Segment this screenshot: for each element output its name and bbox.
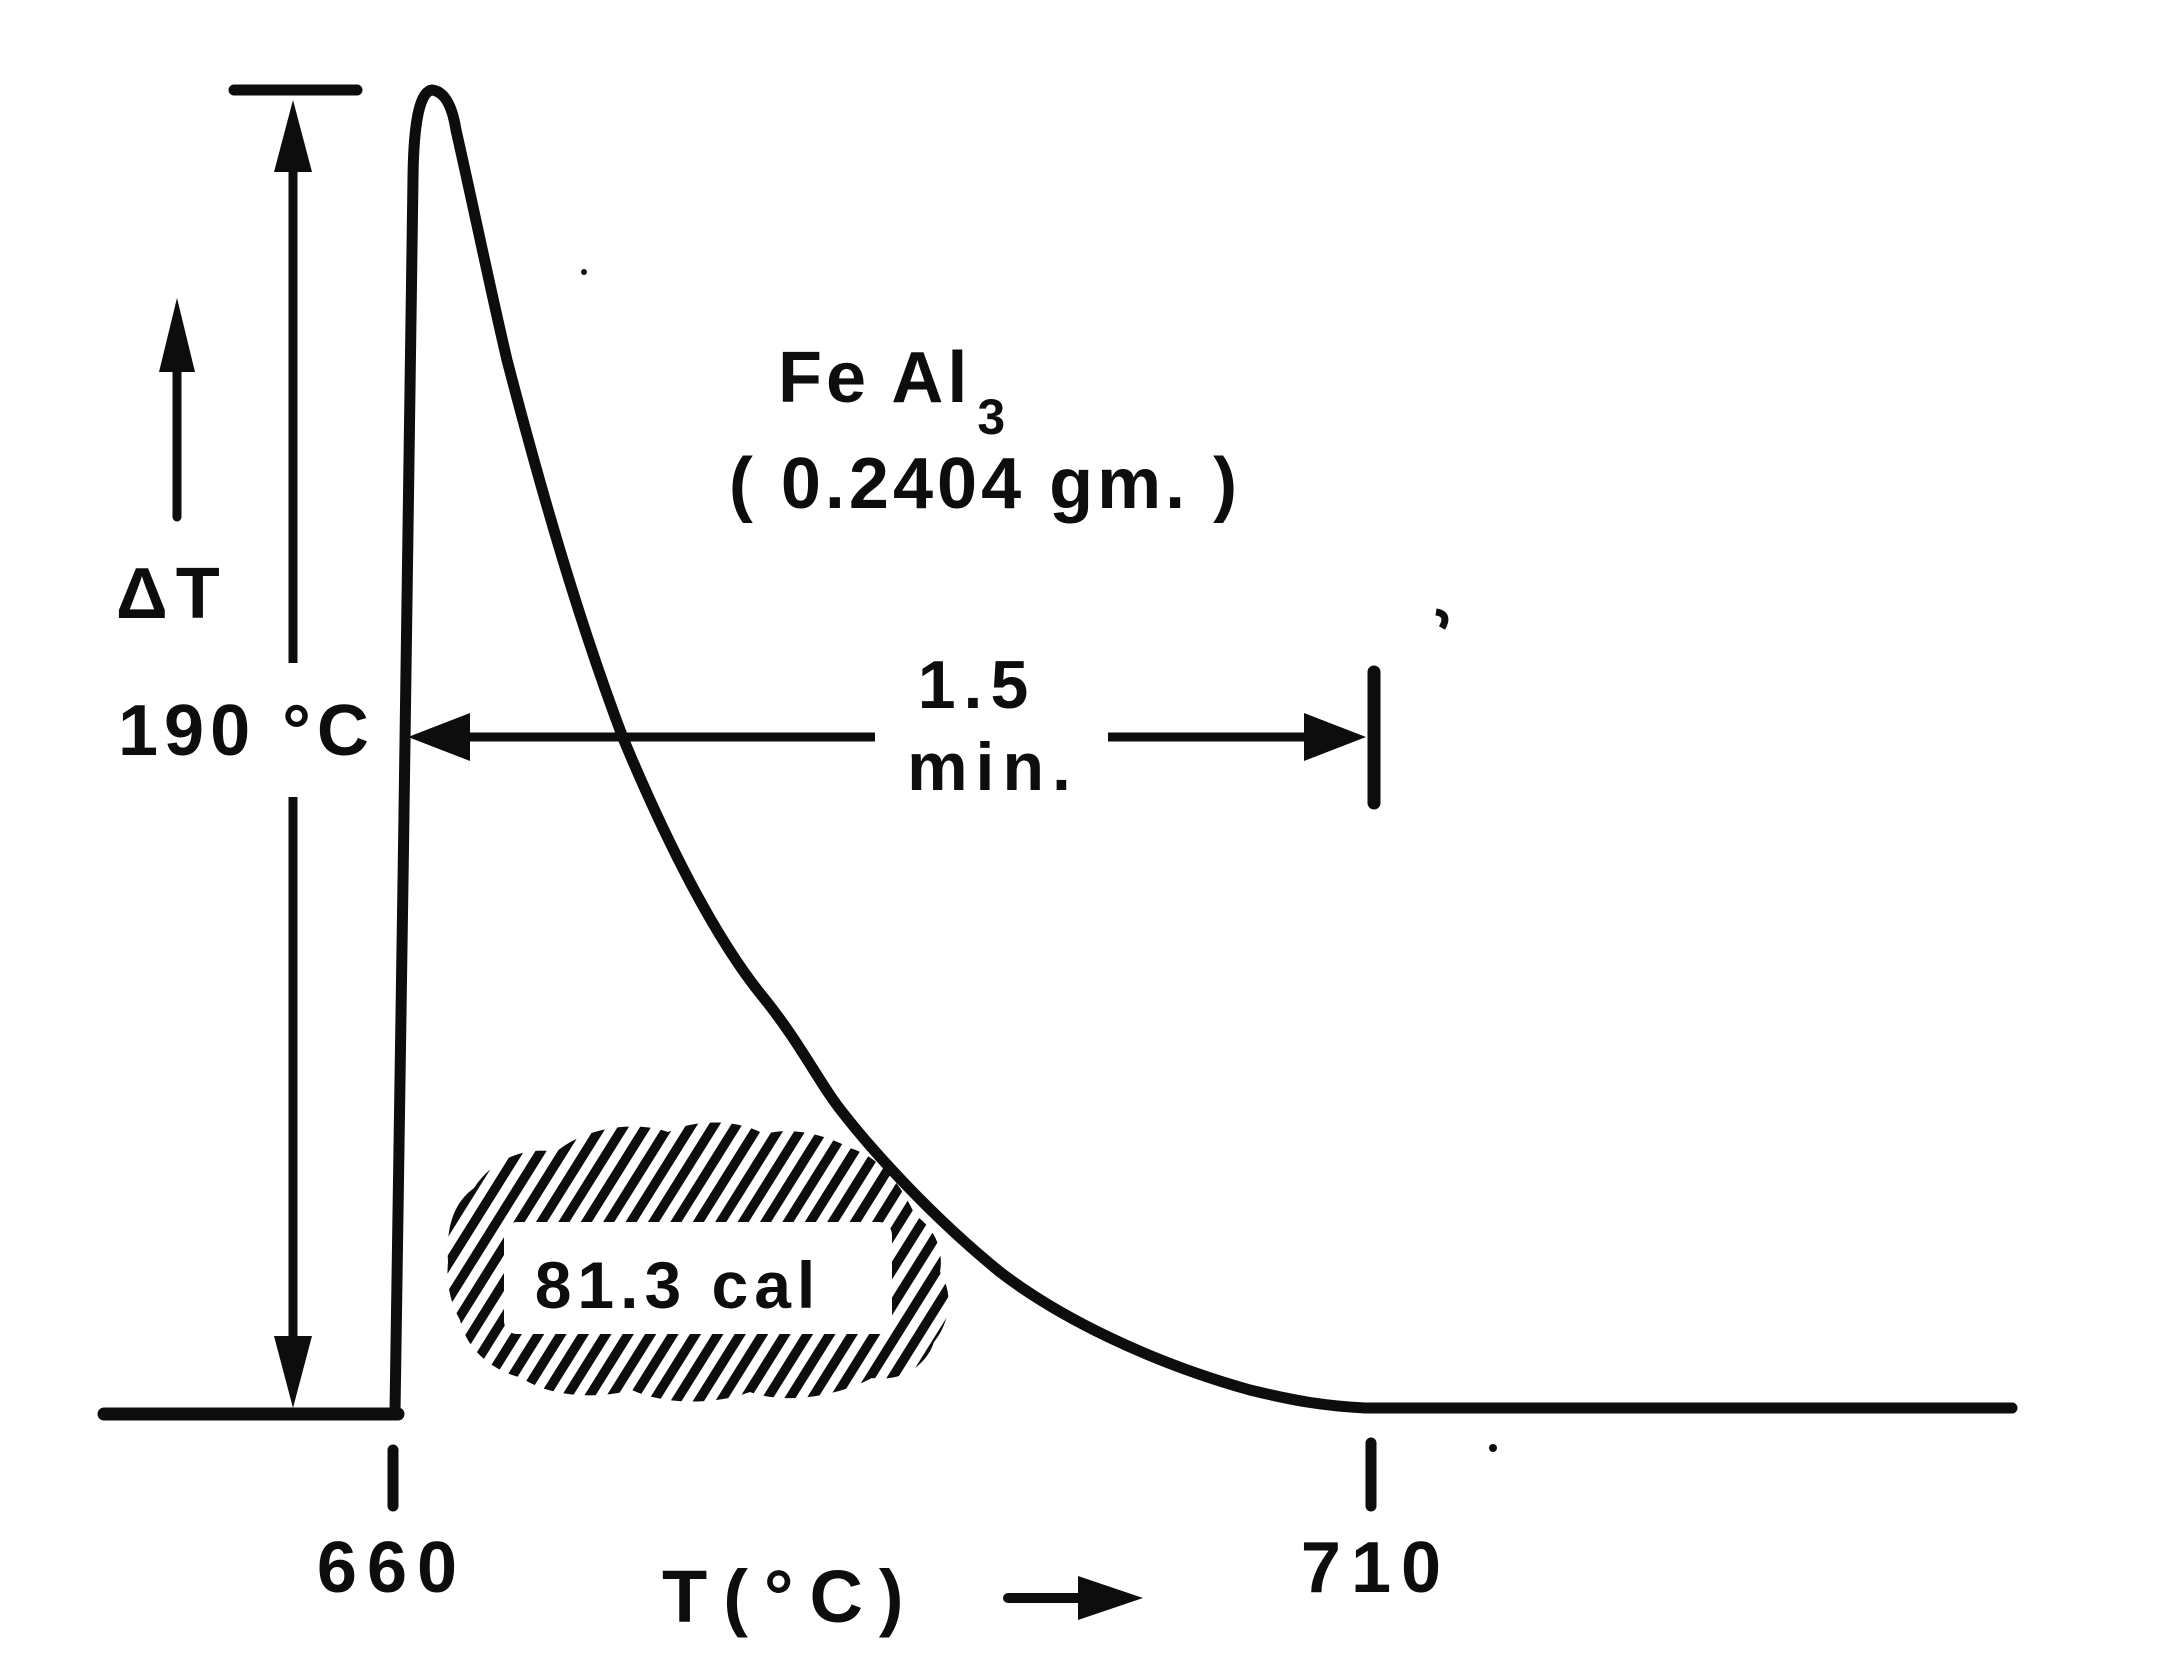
arrowhead-up-icon bbox=[274, 100, 312, 172]
heat-area-label: 81.3 cal bbox=[535, 1248, 822, 1322]
formula-base: Fe Al bbox=[778, 338, 971, 418]
x-axis-label: T(°C) bbox=[662, 1555, 920, 1638]
y-axis-label: ΔT bbox=[116, 554, 228, 634]
x-axis-direction-arrow bbox=[1003, 1576, 1143, 1620]
scan-speck bbox=[581, 269, 587, 275]
x-tick-label-710: 710 bbox=[1301, 1528, 1451, 1608]
arrowhead-down-icon bbox=[274, 1336, 312, 1408]
x-tick-label-660: 660 bbox=[317, 1528, 467, 1608]
x-axis-ticks bbox=[387, 1437, 1377, 1512]
arrowhead-right-icon bbox=[1304, 713, 1366, 761]
heat-area-annotation: 81.3 cal bbox=[447, 1122, 949, 1402]
peak-height-value-label: 190 °C bbox=[118, 691, 375, 771]
arrowhead-left-icon bbox=[408, 713, 470, 761]
peak-width-value: 1.5 bbox=[918, 647, 1037, 723]
scan-speck bbox=[1489, 1444, 1497, 1452]
scan-speck bbox=[1435, 608, 1449, 630]
formula-subscript: 3 bbox=[977, 389, 1009, 445]
sample-mass-label: ( 0.2404 gm. ) bbox=[729, 444, 1241, 524]
scan-specks bbox=[581, 269, 1497, 1452]
sample-formula-label: Fe Al 3 bbox=[778, 338, 1009, 445]
arrowhead-up-icon bbox=[159, 298, 195, 372]
peak-height-dimension bbox=[228, 84, 363, 1408]
heat-area-label-window bbox=[504, 1222, 892, 1334]
peak-width-unit: min. bbox=[907, 729, 1079, 805]
y-axis-direction-arrow bbox=[159, 298, 195, 522]
dta-curve bbox=[389, 84, 2018, 1418]
peak-width-dimension bbox=[408, 665, 1381, 810]
arrowhead-right-icon bbox=[1078, 1576, 1143, 1620]
